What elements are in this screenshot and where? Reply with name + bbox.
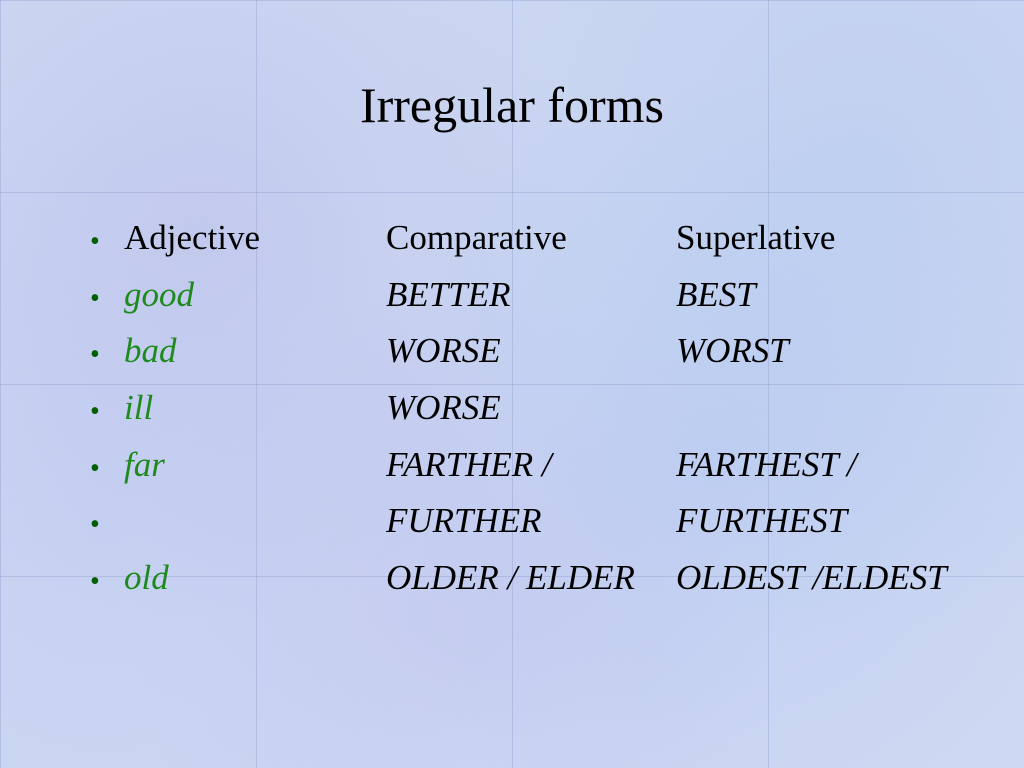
- header-row: • Adjective Comparative Superlative: [90, 210, 964, 267]
- cell-adjective: ill: [124, 380, 386, 437]
- header-adjective: Adjective: [124, 210, 386, 267]
- cell-comparative: WORSE: [386, 380, 676, 437]
- header-superlative: Superlative: [676, 210, 964, 267]
- bullet-icon: •: [90, 276, 124, 321]
- table-row: • far FARTHER / FARTHEST /: [90, 437, 964, 494]
- slide-title: Irregular forms: [0, 76, 1024, 134]
- cell-adjective: bad: [124, 323, 386, 380]
- cell-adjective: far: [124, 437, 386, 494]
- cell-superlative: FURTHEST: [676, 493, 964, 550]
- table-row: • FURTHER FURTHEST: [90, 493, 964, 550]
- cell-superlative: WORST: [676, 323, 964, 380]
- cell-superlative: OLDEST /ELDEST: [676, 550, 964, 607]
- cell-superlative: BEST: [676, 267, 964, 324]
- cell-comparative: BETTER: [386, 267, 676, 324]
- table-row: • bad WORSE WORST: [90, 323, 964, 380]
- bullet-icon: •: [90, 332, 124, 377]
- cell-comparative: WORSE: [386, 323, 676, 380]
- cell-adjective: good: [124, 267, 386, 324]
- bullet-icon: •: [90, 446, 124, 491]
- slide: Irregular forms • Adjective Comparative …: [0, 0, 1024, 768]
- header-comparative: Comparative: [386, 210, 676, 267]
- content-body: • Adjective Comparative Superlative • go…: [90, 210, 964, 607]
- bullet-icon: •: [90, 389, 124, 434]
- table-row: • good BETTER BEST: [90, 267, 964, 324]
- cell-comparative: FARTHER /: [386, 437, 676, 494]
- table-row: • ill WORSE: [90, 380, 964, 437]
- cell-comparative: FURTHER: [386, 493, 676, 550]
- bullet-icon: •: [90, 559, 124, 604]
- cell-comparative: OLDER / ELDER: [386, 550, 676, 607]
- bullet-icon: •: [90, 219, 124, 264]
- cell-superlative: FARTHEST /: [676, 437, 964, 494]
- table-row: • old OLDER / ELDER OLDEST /ELDEST: [90, 550, 964, 607]
- cell-adjective: old: [124, 550, 386, 607]
- bullet-icon: •: [90, 502, 124, 547]
